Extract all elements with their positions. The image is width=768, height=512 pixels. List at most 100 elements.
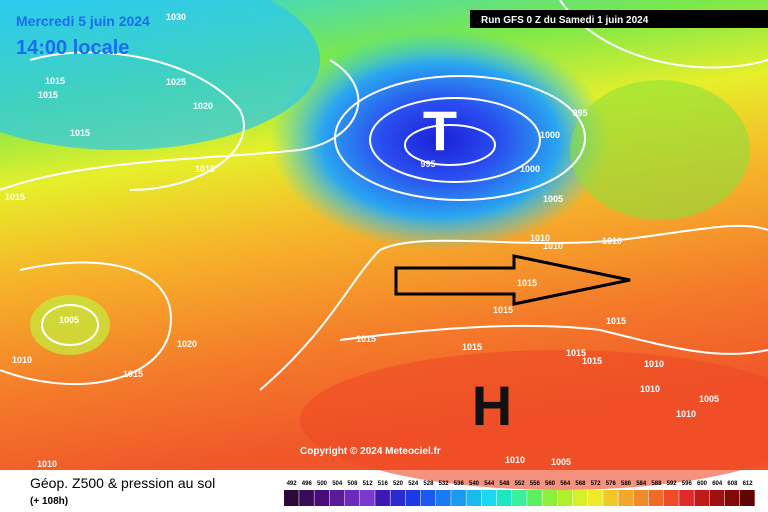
- map: T H 103010151015102510201015101510159951…: [0, 0, 768, 490]
- scale-label: 588: [651, 481, 662, 487]
- run: Run GFS 0 Z du Samedi 1 juin 2024: [481, 15, 649, 26]
- time: 14:00 locale: [16, 37, 129, 59]
- isobar-label: 1010: [505, 455, 525, 465]
- isobar-label: 1005: [543, 194, 563, 204]
- isobar-label: 1015: [606, 316, 626, 326]
- scale-label: 524: [408, 481, 419, 487]
- scale-swatch: [664, 490, 679, 506]
- scale-label: 568: [575, 481, 586, 487]
- isobar-label: 1010: [676, 409, 696, 419]
- isobar-label: 995: [420, 159, 435, 169]
- scale-swatch: [648, 490, 664, 506]
- scale-swatch: [527, 490, 542, 506]
- isobar-label: 1015: [45, 76, 65, 86]
- isobar-label: 1015: [493, 305, 513, 315]
- scale-swatch: [375, 490, 390, 506]
- scale-swatch: [299, 490, 314, 506]
- isobar-label: 1015: [356, 334, 376, 344]
- scale-swatch: [405, 490, 421, 506]
- field: [0, 0, 320, 150]
- scale-swatch: [633, 490, 649, 506]
- isobar-label: 1010: [543, 241, 563, 251]
- isobar-label: 1015: [566, 348, 586, 358]
- scale-swatch: [542, 490, 558, 506]
- scale-label: 528: [423, 481, 434, 487]
- isobar-label: 1000: [520, 164, 540, 174]
- scale-swatch: [451, 490, 466, 506]
- isobar-label: 1010: [530, 233, 550, 243]
- scale-label: 540: [469, 481, 480, 487]
- copyright: Copyright © 2024 Meteociel.fr: [300, 446, 441, 457]
- isobar-label: 1010: [37, 459, 57, 469]
- scale-swatch: [314, 490, 330, 506]
- isobar-label: 1015: [195, 164, 215, 174]
- isobar-label: 1020: [193, 101, 213, 111]
- scale-label: 572: [591, 481, 602, 487]
- isobar-labels: 1030101510151025102010151015101599510001…: [5, 12, 719, 469]
- scale-label: 532: [439, 481, 450, 487]
- scale-label: 508: [347, 481, 358, 487]
- scale-swatch: [344, 490, 360, 506]
- scale-label: 596: [682, 481, 693, 487]
- isobar-label: 1010: [602, 236, 622, 246]
- scale-swatch: [679, 490, 694, 506]
- scale-label: 516: [378, 481, 389, 487]
- scale-label: 500: [317, 481, 328, 487]
- run-box: [470, 10, 768, 28]
- isobar-label: 1030: [166, 12, 186, 22]
- isobar-label: 1025: [166, 77, 186, 87]
- scale-label: 592: [667, 481, 678, 487]
- scale-swatch: [618, 490, 634, 506]
- scale-label: 604: [712, 481, 723, 487]
- scale-swatch: [694, 490, 710, 506]
- low-symbol: T: [423, 99, 457, 162]
- arrow: [394, 254, 631, 306]
- isobar-label: 1015: [123, 369, 143, 379]
- scale-label: 548: [499, 481, 510, 487]
- isobar-label: 1010: [644, 359, 664, 369]
- isobar-label: 995: [572, 108, 587, 118]
- scale-label: 504: [332, 481, 343, 487]
- scale-label: 496: [302, 481, 313, 487]
- isobar-label: 1015: [517, 278, 537, 288]
- scale-label: 600: [697, 481, 708, 487]
- isobar-label: 1010: [640, 384, 660, 394]
- isobar-label: 1010: [12, 355, 32, 365]
- isobar-label: 1005: [699, 394, 719, 404]
- scale-label: 612: [743, 481, 754, 487]
- scale-swatch: [284, 490, 299, 506]
- scale-label: 552: [515, 481, 526, 487]
- high-symbol: H: [472, 374, 512, 437]
- scale-swatch: [390, 490, 406, 506]
- scale-label: 556: [530, 481, 541, 487]
- scale-swatch: [557, 490, 573, 506]
- scale-swatch: [466, 490, 482, 506]
- scale-swatch: [724, 490, 740, 506]
- isobar-label: 1015: [582, 356, 602, 366]
- scale-label: 492: [287, 481, 298, 487]
- scale-swatch: [481, 490, 497, 506]
- scale-swatch: [572, 490, 588, 506]
- isobar-label: 1020: [177, 339, 197, 349]
- isobar-label: 1015: [462, 342, 482, 352]
- scale-label: 564: [560, 481, 571, 487]
- scale-label: 512: [363, 481, 374, 487]
- scale-swatch: [329, 490, 345, 506]
- color-scale: 492 496 500 504 508 512 516 520 524 528 532 536 540 5…: [284, 481, 755, 506]
- scale-label: 520: [393, 481, 404, 487]
- scale-swatch: [740, 490, 755, 506]
- footer-title: Géop. Z500 & pression au sol: [30, 475, 215, 491]
- scale-swatch: [496, 490, 512, 506]
- date: Mercredi 5 juin 2024: [16, 13, 150, 29]
- field: [300, 350, 768, 490]
- footer-lead: (+ 108h): [30, 496, 68, 507]
- isobar-label: 1000: [540, 130, 560, 140]
- isobar-label: 1005: [59, 315, 79, 325]
- scale-swatch: [709, 490, 725, 506]
- scale-label: 544: [484, 481, 495, 487]
- scale-label: 608: [727, 481, 738, 487]
- scale-label: 580: [621, 481, 632, 487]
- scale-swatch: [436, 490, 451, 506]
- scale-swatch: [588, 490, 603, 506]
